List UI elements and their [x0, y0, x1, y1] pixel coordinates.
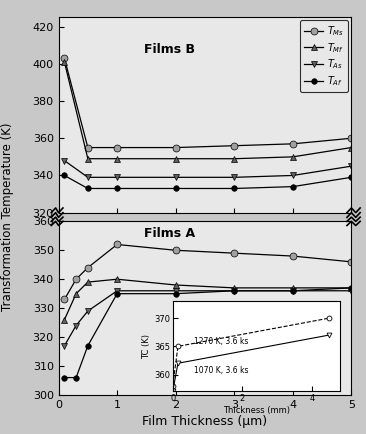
$T_{Ms}$: [349, 136, 354, 141]
$T_{As}$: [232, 175, 236, 180]
$T_{Ms}$: [232, 143, 236, 148]
$T_{Af}$: [86, 186, 90, 191]
$T_{Ms}$: [291, 141, 295, 146]
Line: $T_{Ms}$: $T_{Ms}$: [61, 55, 355, 151]
$T_{Mf}$: [173, 156, 178, 161]
$T_{Mf}$: [62, 59, 67, 65]
$T_{As}$: [62, 158, 67, 163]
Text: Films A: Films A: [144, 227, 195, 240]
$T_{Af}$: [232, 186, 236, 191]
$T_{As}$: [173, 175, 178, 180]
$T_{As}$: [349, 164, 354, 169]
Text: Films B: Films B: [144, 43, 195, 56]
$T_{As}$: [115, 175, 119, 180]
$T_{Ms}$: [173, 145, 178, 150]
Line: $T_{Af}$: $T_{Af}$: [61, 173, 354, 191]
Line: $T_{Mf}$: $T_{Mf}$: [61, 59, 355, 162]
$T_{Ms}$: [86, 145, 90, 150]
$T_{Mf}$: [86, 156, 90, 161]
$T_{Ms}$: [115, 145, 119, 150]
$T_{Af}$: [173, 186, 178, 191]
$T_{Mf}$: [232, 156, 236, 161]
$T_{Ms}$: [62, 56, 67, 61]
$T_{Af}$: [115, 186, 119, 191]
$T_{Mf}$: [115, 156, 119, 161]
Line: $T_{As}$: $T_{As}$: [61, 157, 355, 181]
X-axis label: Film Thickness (μm): Film Thickness (μm): [142, 415, 268, 428]
$T_{Mf}$: [349, 145, 354, 150]
$T_{Af}$: [349, 175, 354, 180]
$T_{Mf}$: [291, 154, 295, 159]
$T_{Af}$: [62, 173, 67, 178]
$T_{As}$: [291, 173, 295, 178]
Text: Transformation Temperature (K): Transformation Temperature (K): [1, 123, 14, 311]
Legend: $T_{Ms}$, $T_{Mf}$, $T_{As}$, $T_{Af}$: $T_{Ms}$, $T_{Mf}$, $T_{As}$, $T_{Af}$: [300, 20, 348, 92]
$T_{Af}$: [291, 184, 295, 189]
$T_{As}$: [86, 175, 90, 180]
